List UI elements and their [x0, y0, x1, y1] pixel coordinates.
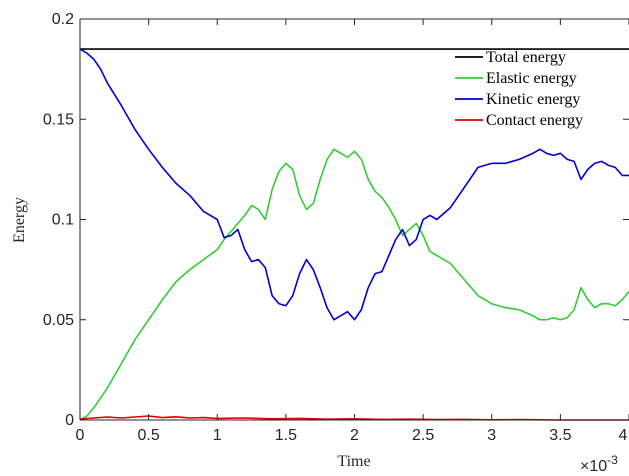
x-tick-label: 2	[350, 427, 359, 444]
series-line-contact-energy	[80, 415, 629, 421]
legend-label: Kinetic energy	[486, 91, 580, 108]
x-tick-label: 0.5	[138, 427, 160, 444]
series-layer	[80, 48, 629, 421]
series-line-elastic-energy	[80, 148, 629, 421]
y-tick-label: 0.1	[52, 212, 74, 229]
x-multiplier-base: ×10	[580, 458, 607, 475]
y-tick-label: 0.2	[52, 11, 74, 28]
plot-area	[80, 19, 629, 420]
x-tick-label: 1	[213, 427, 222, 444]
x-tick-label: 0	[76, 427, 85, 444]
x-tick-label: 1.5	[275, 427, 297, 444]
x-tick-label: 4	[619, 427, 628, 444]
y-tick-label: 0.05	[43, 312, 74, 329]
legend-label: Total energy	[486, 49, 566, 66]
x-tick-label: 3	[487, 427, 496, 444]
series-line-kinetic-energy	[80, 48, 629, 321]
x-multiplier-exponent: -3	[607, 453, 618, 467]
ticks-layer: 0 0.5 1 1.5 2 2.5 3 3.5 4 0 0.05 0.1 0.15 0.2	[43, 11, 629, 444]
x-tick-label: 2.5	[412, 427, 434, 444]
x-axis-label: Time	[337, 453, 370, 470]
x-tick-label: 3.5	[549, 427, 571, 444]
y-tick-label: 0	[65, 412, 74, 429]
legend: Total energy Elastic energy Kinetic energy…	[455, 49, 583, 129]
x-multiplier-label: ×10-3	[580, 453, 618, 475]
y-axis-label: Energy	[11, 197, 28, 243]
legend-label: Elastic energy	[486, 70, 577, 87]
legend-label: Contact energy	[486, 112, 583, 129]
y-tick-label: 0.15	[43, 111, 74, 128]
